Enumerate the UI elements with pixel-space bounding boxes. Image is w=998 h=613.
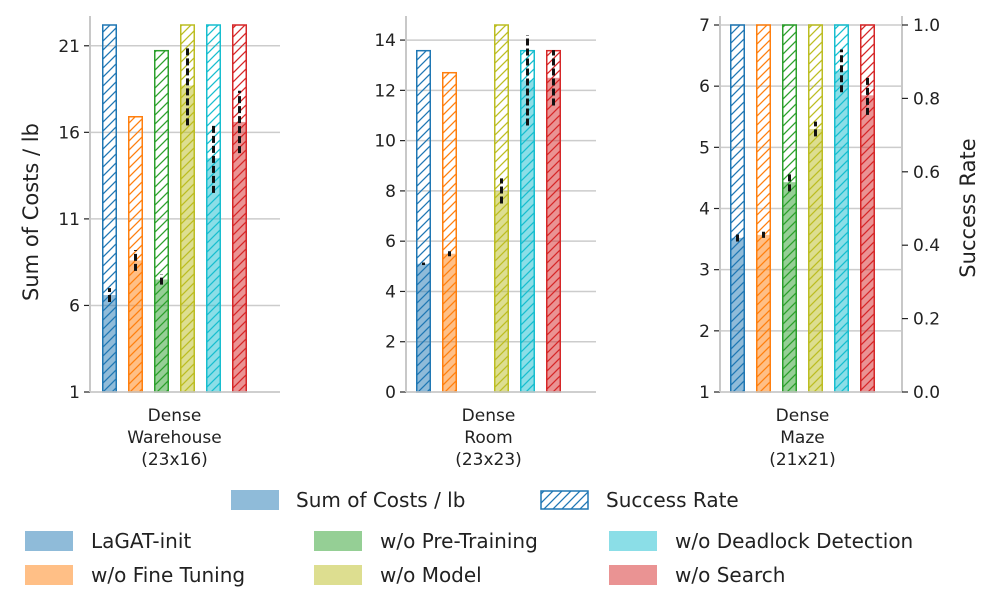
success-bar-lagat-init xyxy=(730,24,745,393)
category-label: (23x23) xyxy=(455,450,522,470)
category-label: Maze xyxy=(780,428,824,448)
legend-swatch-w-o-fine-tuning xyxy=(25,565,73,585)
y-tick-label: 2 xyxy=(385,333,396,353)
y-tick-label: 0 xyxy=(385,383,396,403)
right-tick-label: 0.2 xyxy=(913,310,940,330)
legend-swatch-w-o-deadlock-detection xyxy=(609,531,657,551)
right-tick-label: 0.4 xyxy=(913,236,940,256)
y-tick-label: 3 xyxy=(699,261,710,281)
legend-label-w-o-pre-training: w/o Pre-Training xyxy=(380,529,538,553)
category-label: Room xyxy=(464,428,512,448)
legend-swatch-success xyxy=(540,490,589,510)
y-tick-label: 4 xyxy=(699,200,710,220)
y-tick-label: 6 xyxy=(69,296,80,316)
legend-label-costs: Sum of Costs / lb xyxy=(296,488,465,512)
legend-swatch-w-o-search xyxy=(609,565,657,585)
success-bar-lagat-init xyxy=(102,24,117,393)
y-tick-label: 1 xyxy=(69,383,80,403)
right-tick-label: 0.0 xyxy=(913,383,940,403)
right-tick-label: 1.0 xyxy=(913,16,940,36)
right-tick-label: 0.6 xyxy=(913,163,940,183)
y-tick-label: 1 xyxy=(699,383,710,403)
success-bar-w-o-pre-training xyxy=(154,49,169,393)
legend: Sum of Costs / lb Success Rate LaGAT-init w… xyxy=(25,488,913,587)
chart-panels: 16111621DenseWarehouse(23x16)02468101214… xyxy=(58,16,940,470)
category-label: Dense xyxy=(776,406,830,426)
legend-label-w-o-deadlock-detection: w/o Deadlock Detection xyxy=(675,529,913,553)
y-tick-label: 21 xyxy=(58,37,80,57)
category-label: Dense xyxy=(148,406,202,426)
legend-swatch-w-o-model xyxy=(314,565,362,585)
legend-swatch-w-o-pre-training xyxy=(314,531,362,551)
y-tick-label: 11 xyxy=(58,210,80,230)
success-bar-w-o-pre-training xyxy=(782,24,797,393)
legend-label-w-o-search: w/o Search xyxy=(675,563,785,587)
legend-swatch-costs xyxy=(231,490,279,510)
y-tick-label: 12 xyxy=(374,81,396,101)
y-tick-label: 14 xyxy=(374,31,396,51)
y-tick-label: 16 xyxy=(58,123,80,143)
category-label: Dense xyxy=(462,406,516,426)
success-bar-w-o-deadlock-detection xyxy=(206,24,221,393)
y-tick-label: 6 xyxy=(385,232,396,252)
success-bar-lagat-init xyxy=(416,49,431,393)
y-tick-label: 10 xyxy=(374,132,396,152)
success-bar-w-o-search xyxy=(232,24,247,393)
y-axis-label-right: Success Rate xyxy=(956,138,980,277)
legend-swatch-lagat-init xyxy=(25,531,73,551)
success-bar-w-o-model xyxy=(808,24,823,393)
category-label: (23x16) xyxy=(141,450,208,470)
y-tick-label: 7 xyxy=(699,16,710,36)
success-bar-w-o-fine-tuning xyxy=(442,71,457,393)
legend-label-success: Success Rate xyxy=(606,488,739,512)
legend-label-w-o-fine-tuning: w/o Fine Tuning xyxy=(91,563,245,587)
y-tick-label: 5 xyxy=(699,138,710,158)
right-tick-label: 0.8 xyxy=(913,89,940,109)
y-axis-label-left: Sum of Costs / lb xyxy=(19,123,43,301)
success-bar-w-o-model xyxy=(494,24,509,393)
y-tick-label: 2 xyxy=(699,322,710,342)
legend-label-lagat-init: LaGAT-init xyxy=(91,529,191,553)
y-tick-label: 8 xyxy=(385,182,396,202)
category-label: (21x21) xyxy=(769,450,836,470)
legend-label-w-o-model: w/o Model xyxy=(380,563,482,587)
success-bar-w-o-fine-tuning xyxy=(756,24,771,393)
category-label: Warehouse xyxy=(127,428,221,448)
y-tick-label: 4 xyxy=(385,282,396,302)
y-tick-label: 6 xyxy=(699,77,710,97)
